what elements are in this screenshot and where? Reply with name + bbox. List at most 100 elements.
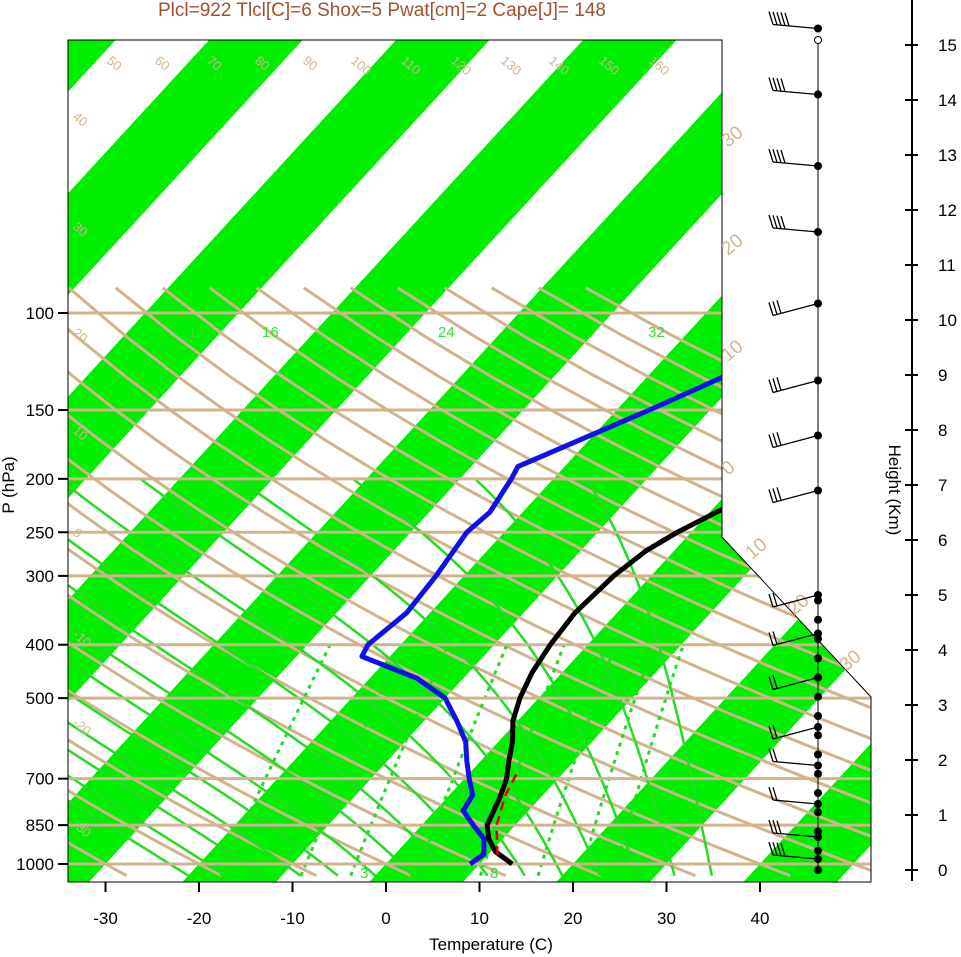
temperature-band [68,40,864,882]
wind-barb-staff [772,760,819,767]
wind-barb-feather [768,214,774,229]
wind-barb-feather [772,149,778,163]
wind-barb-feather [768,434,774,448]
mixing-ratio-label: 8 [490,865,498,882]
wind-barb-feather [780,78,786,92]
wind-barb-feather [768,676,774,690]
moist-adiabat [139,477,564,877]
wind-barb-staff [772,632,819,647]
moist-adiabat [68,549,377,877]
height-tick-label: 8 [938,421,947,440]
wind-barb-feather [768,77,774,91]
left-edge-label: 20 [70,325,91,346]
p-tick-label: 700 [26,770,54,789]
wind-barb-feather [772,842,778,856]
wind-barb-staff [772,161,819,167]
wind-barb-feather [776,215,782,229]
wind-barb-feather [768,148,774,163]
wind-barb-feather [784,12,790,27]
dry-adiabat [68,287,317,878]
height-tick-label: 6 [938,531,947,550]
chart-title: Plcl=922 Tlcl[C]=6 Shox=5 Pwat[cm]=2 Cap… [158,0,606,21]
wind-barb-feather [772,592,778,607]
isotherm-label: 60 [152,53,173,74]
parcel-profile [495,771,519,855]
temperature-band [68,40,490,882]
x-tick-label: 40 [751,909,770,928]
wind-barb-feather [772,77,778,92]
wind-barb-feather [772,724,778,739]
moist-adiabat [68,521,414,877]
mixing-ratio-line [478,644,566,877]
wind-barb-feather [768,379,774,393]
moist-adiabat [68,500,452,877]
wind-barb-feather [776,842,782,856]
height-tick-label: 3 [938,696,947,715]
wind-level-marker [814,846,822,855]
wind-barb-feather [772,631,778,645]
wind-barb-feather [768,819,774,834]
temperature-axis: -30 -20 -10 0 10 20 30 40 [93,882,769,928]
wind-barb-feather [776,149,782,163]
p-tick-label: 400 [26,636,54,655]
wind-barb-feather [772,433,778,447]
wind-level-marker [814,808,822,817]
wind-barb-staff [772,594,819,608]
dry-adiabat [68,286,697,878]
wind-barb-feather [772,787,778,801]
moist-adiabat [68,618,227,877]
mixing-ratio-line [612,644,685,877]
wind-barb-feather [772,675,778,689]
height-tick-label: 13 [938,146,957,165]
isotherm-label: 130 [498,53,524,78]
temperature-band [743,40,871,882]
mixing-ratio-line [219,644,332,877]
wind-barb-staff [772,89,819,96]
dry-adiabat [68,286,507,878]
wind-barb-feather [768,725,774,740]
left-edge-label: -20 [70,715,94,739]
isotherm-label: 50 [104,53,125,74]
wind-barb-feather [768,841,774,856]
isotherm-label: 90 [300,53,321,74]
pressure-axis: 100 150 200 250 300 400 500 700 850 1000 [16,304,68,874]
height-tick-label: 1 [938,806,947,825]
wind-barb-staff [772,23,819,30]
height-tick-label: 5 [938,586,947,605]
height-axis-title: Height (Km) [885,445,904,536]
wind-barb-feather [776,300,782,314]
height-tick-label: 11 [938,256,956,275]
wind-level-marker [814,827,822,836]
right-edge-label: 0 [718,457,740,480]
wind-barb-staff [772,676,819,691]
height-tick-label: 0 [938,861,947,880]
height-axis: 012345678910111213141516 [905,0,957,881]
wind-barb-feather [780,215,786,230]
mixing-ratio-label: 16 [262,324,279,341]
wind-barb-staff [772,799,819,805]
wind-barb-feather [768,748,774,762]
wind-barb-feather [772,378,778,392]
mixing-ratio-lines [219,644,685,877]
wind-profile [768,11,822,874]
x-tick-label: -30 [93,909,118,928]
height-tick-label: 10 [938,311,957,330]
p-tick-label: 300 [26,567,54,586]
right-edge-label: 20 [784,590,814,620]
wind-level-marker [814,635,822,643]
wind-level-marker [814,712,822,720]
moist-adiabat [68,477,526,877]
moist-adiabat [68,566,339,877]
wind-barb-feather [776,12,782,26]
x-tick-label: -20 [187,909,212,928]
mixing-ratio-label: 12 [188,324,205,341]
height-tick-label: 15 [938,36,957,55]
plot-outline [67,39,872,883]
mixing-ratio-label: 24 [438,324,455,341]
p-tick-label: 500 [26,689,54,708]
wind-barb-feather [780,149,786,164]
moist-adiabat [585,478,714,876]
mixing-ratio-line [299,644,405,877]
wind-barb-feather [768,302,774,316]
